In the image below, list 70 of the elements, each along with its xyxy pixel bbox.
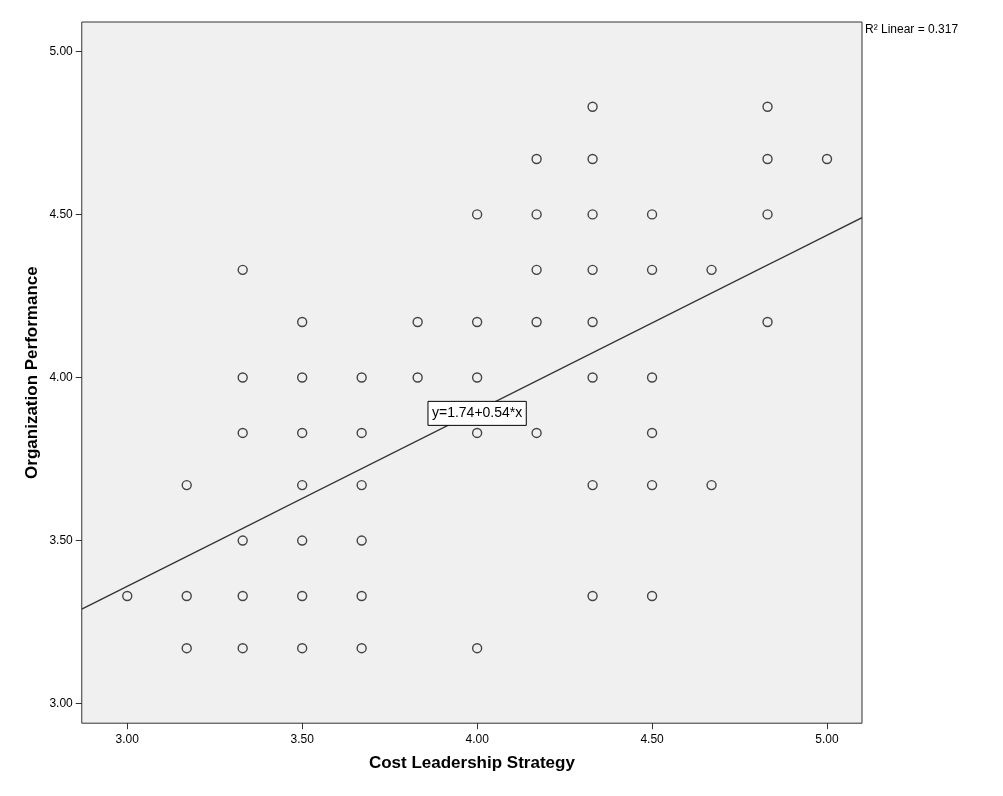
y-tick-label: 3.00 [49, 695, 74, 710]
point [412, 316, 423, 328]
annotation: y=1.74+0.54*x [431, 404, 523, 421]
point [587, 590, 598, 602]
point [646, 209, 658, 220]
point [356, 642, 367, 654]
point [296, 427, 308, 439]
point [762, 316, 773, 328]
point [471, 209, 483, 220]
y-tick-label: 5.00 [49, 43, 74, 58]
point [296, 316, 308, 328]
point [706, 264, 717, 276]
point [356, 427, 367, 439]
point [412, 372, 423, 383]
point [296, 590, 308, 602]
point [296, 535, 308, 546]
point [706, 479, 717, 491]
point [821, 153, 833, 165]
point [531, 427, 542, 439]
y-tick-label: 4.00 [49, 369, 74, 384]
point [587, 372, 598, 383]
point [356, 479, 367, 491]
point [762, 153, 773, 165]
x-tick-label: 3.00 [115, 731, 140, 746]
point [471, 642, 483, 654]
point [356, 590, 367, 602]
point [296, 479, 308, 491]
point [237, 372, 248, 383]
x-tick-label: 3.50 [290, 731, 315, 746]
y-tick-label: 4.50 [49, 206, 74, 221]
point [531, 316, 542, 328]
text: R² Linear = 0.317 [865, 22, 959, 37]
point [356, 535, 367, 546]
point [237, 427, 248, 439]
point [237, 590, 248, 602]
point [587, 316, 598, 328]
point [531, 264, 542, 276]
point [356, 372, 367, 383]
point [587, 264, 598, 276]
point [471, 316, 483, 328]
point [587, 101, 598, 112]
point [296, 642, 308, 654]
point [237, 264, 248, 276]
point [587, 479, 598, 491]
point [181, 479, 192, 491]
x-axis-title: Cost Leadership Strategy [368, 753, 576, 773]
point [471, 427, 483, 439]
x-tick-label: 4.00 [465, 731, 490, 746]
point [531, 209, 542, 220]
point [762, 101, 773, 112]
point [237, 642, 248, 654]
point [646, 427, 658, 439]
point [762, 209, 773, 220]
point [122, 590, 133, 602]
x-tick-label: 5.00 [815, 731, 840, 746]
y-tick-label: 3.50 [49, 532, 74, 547]
point [646, 479, 658, 491]
x-tick-label: 4.50 [640, 731, 665, 746]
point [587, 153, 598, 165]
point [471, 372, 483, 383]
point [181, 590, 192, 602]
point [646, 264, 658, 276]
point [531, 153, 542, 165]
point [587, 209, 598, 220]
point [181, 642, 192, 654]
point [646, 590, 658, 602]
point [237, 535, 248, 546]
point [296, 372, 308, 383]
y-axis-title: Organization Performance [21, 266, 41, 479]
point [646, 372, 658, 383]
